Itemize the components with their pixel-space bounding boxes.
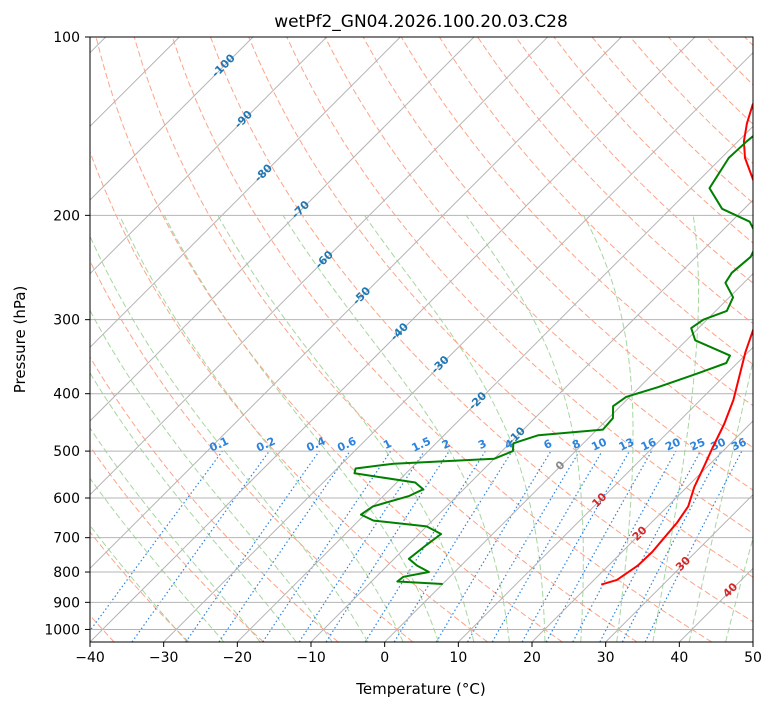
y-tick-label: 900 bbox=[53, 595, 80, 611]
dry-adiabat bbox=[90, 531, 190, 642]
chart-title: wetPf2_GN04.2026.100.20.03.C28 bbox=[274, 12, 568, 32]
moist-adiabat bbox=[90, 524, 188, 642]
dry-adiabat bbox=[400, 37, 753, 407]
mixing-ratio-label: 20 bbox=[663, 435, 683, 453]
mixing-ratio-lines bbox=[90, 450, 743, 642]
moist-adiabat bbox=[725, 536, 753, 642]
isotherm bbox=[90, 37, 401, 349]
moist-adiabat bbox=[90, 427, 261, 642]
moist-adiabat bbox=[217, 215, 475, 642]
plot-frame bbox=[89, 36, 754, 643]
isotherm bbox=[236, 125, 753, 642]
mixing-ratio-line bbox=[521, 450, 631, 642]
y-tick-label: 300 bbox=[53, 313, 80, 329]
x-tick-label: −40 bbox=[75, 650, 105, 666]
temperature-line bbox=[600, 102, 753, 586]
moist-adiabat bbox=[282, 215, 510, 642]
x-tick-label: 0 bbox=[380, 650, 389, 666]
dewpoint-line bbox=[353, 134, 753, 585]
y-tick-label: 600 bbox=[53, 491, 80, 507]
x-tick-label: 40 bbox=[670, 650, 688, 666]
mixing-ratio-label: 13 bbox=[617, 435, 636, 453]
mixing-ratio-line bbox=[298, 450, 425, 642]
moist-adiabat bbox=[583, 215, 634, 642]
mixing-ratio-label: 36 bbox=[729, 435, 749, 453]
moist-adiabat bbox=[90, 477, 225, 642]
isotherm bbox=[457, 346, 753, 642]
sounding-series bbox=[353, 102, 753, 586]
mixing-ratio-line bbox=[185, 450, 320, 642]
y-axis-label: Pressure (hPa) bbox=[11, 286, 29, 394]
mixing-ratio-line bbox=[644, 450, 743, 642]
isotherm bbox=[90, 37, 254, 201]
x-tick-label: −10 bbox=[296, 650, 326, 666]
y-tick-label: 200 bbox=[53, 208, 80, 224]
dry-adiabat bbox=[248, 37, 753, 578]
moist-adiabat bbox=[90, 309, 333, 642]
dry-adiabat bbox=[95, 37, 563, 642]
mixing-ratio-line bbox=[325, 450, 450, 642]
dry-adiabat bbox=[438, 37, 753, 366]
x-tick-label: −20 bbox=[223, 650, 253, 666]
isotherm bbox=[163, 51, 753, 642]
dry-adiabat bbox=[90, 356, 339, 642]
mixing-ratio-line bbox=[131, 450, 270, 642]
y-tick-label: 500 bbox=[53, 444, 80, 460]
mixing-ratio-line bbox=[545, 450, 653, 642]
x-tick-label: 20 bbox=[523, 650, 541, 666]
mixing-ratio-label: 30 bbox=[709, 435, 729, 453]
y-tick-label: 400 bbox=[53, 387, 80, 403]
isotherm bbox=[90, 37, 696, 642]
dry-adiabat bbox=[90, 150, 488, 642]
mixing-ratio-line bbox=[393, 450, 513, 642]
x-tick-label: −30 bbox=[149, 650, 179, 666]
isotherm bbox=[90, 37, 475, 422]
moist-adiabat bbox=[119, 215, 404, 642]
plot-area: -100-90-80-70-60-50-40-30-20-10010203040… bbox=[90, 37, 753, 642]
moist-adiabat bbox=[364, 215, 546, 642]
y-tick-label: 700 bbox=[53, 531, 80, 547]
y-tick-label: 800 bbox=[53, 565, 80, 581]
isotherm bbox=[90, 37, 549, 496]
isotherm bbox=[90, 37, 622, 570]
isotherm bbox=[605, 493, 753, 642]
mixing-ratio-line bbox=[572, 450, 677, 642]
x-tick-label: 30 bbox=[597, 650, 615, 666]
y-tick-label: 1000 bbox=[44, 622, 80, 638]
mixing-ratio-line bbox=[262, 450, 392, 642]
moist-adiabat bbox=[652, 215, 699, 642]
mixing-ratio-label: 25 bbox=[688, 435, 707, 453]
isotherm bbox=[531, 420, 753, 642]
isotherms bbox=[90, 37, 753, 642]
moist-adiabat bbox=[688, 358, 753, 642]
isotherm bbox=[90, 37, 328, 275]
isobars bbox=[90, 37, 753, 630]
isotherm bbox=[384, 272, 753, 642]
x-axis-label: Temperature (°C) bbox=[355, 680, 485, 698]
isotherm bbox=[310, 199, 753, 642]
dry-adiabat bbox=[90, 445, 264, 642]
x-axis: −40 −30 −20 −10 0 10 20 30 40 50 bbox=[75, 642, 762, 666]
dry-adiabat bbox=[133, 37, 638, 642]
dry-adiabat bbox=[515, 37, 753, 284]
mixing-ratio-label: 10 bbox=[589, 435, 609, 453]
mixing-ratio-line bbox=[90, 450, 223, 632]
dry-adiabat bbox=[210, 37, 753, 623]
x-tick-label: 50 bbox=[744, 650, 762, 666]
mixing-ratio-line bbox=[218, 450, 351, 642]
x-tick-label: 10 bbox=[449, 650, 467, 666]
moist-adiabat bbox=[90, 235, 369, 642]
y-tick-label: 100 bbox=[53, 30, 80, 46]
y-axis: 100 200 300 400 500 600 700 800 900 1000 bbox=[44, 30, 90, 638]
mixing-ratio-label: 16 bbox=[639, 435, 659, 453]
moist-adiabat bbox=[90, 371, 297, 642]
